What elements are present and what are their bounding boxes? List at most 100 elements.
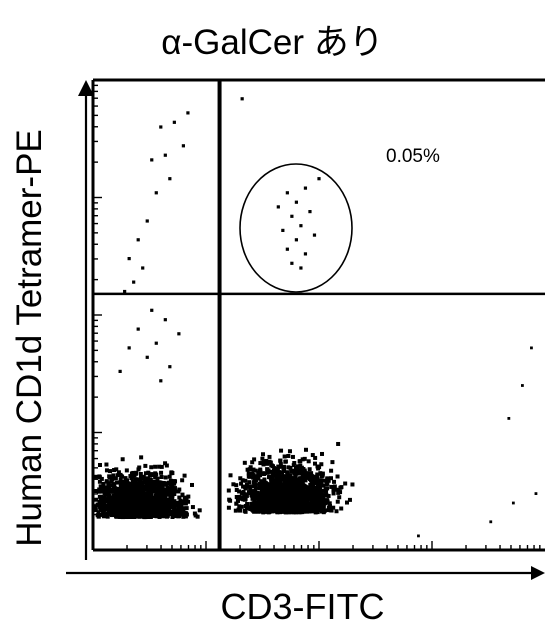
data-point	[319, 462, 324, 467]
data-point	[101, 511, 106, 516]
data-point	[283, 459, 288, 464]
data-point	[150, 500, 155, 505]
data-point	[148, 514, 153, 519]
data-point	[332, 484, 337, 489]
data-point	[289, 476, 294, 481]
data-point	[96, 514, 101, 519]
data-point	[181, 144, 185, 148]
data-point	[331, 505, 336, 510]
data-point	[511, 501, 515, 505]
data-point	[162, 499, 167, 504]
data-point	[294, 468, 299, 473]
data-point	[140, 496, 145, 501]
data-point	[231, 482, 236, 487]
data-point	[131, 483, 136, 488]
data-point	[139, 455, 144, 460]
data-point	[93, 504, 98, 509]
data-point	[292, 485, 297, 490]
data-point	[149, 472, 154, 477]
data-point	[264, 458, 269, 463]
data-point	[180, 478, 185, 483]
data-point	[115, 473, 120, 478]
data-point	[135, 477, 140, 482]
data-point	[278, 464, 283, 469]
data-point	[299, 471, 304, 476]
data-point	[329, 508, 334, 513]
data-point	[169, 499, 174, 504]
data-point	[130, 492, 135, 497]
data-point	[132, 280, 136, 284]
data-point	[112, 502, 117, 507]
data-point	[177, 495, 182, 500]
data-point	[136, 467, 141, 472]
data-point	[294, 496, 299, 501]
data-point	[304, 499, 309, 504]
data-point	[266, 482, 271, 487]
data-point	[294, 238, 298, 242]
data-point	[161, 487, 166, 492]
data-point	[275, 476, 280, 481]
data-point	[300, 482, 305, 487]
data-point	[116, 486, 121, 491]
data-point	[251, 489, 256, 494]
data-point	[160, 501, 165, 506]
data-point	[275, 480, 280, 485]
data-point	[247, 474, 252, 479]
data-point	[124, 515, 129, 520]
data-point	[109, 477, 114, 482]
data-point	[172, 481, 177, 486]
data-point	[107, 504, 112, 509]
data-point	[148, 481, 153, 486]
data-point	[145, 497, 150, 502]
axes	[66, 80, 545, 580]
data-point	[249, 493, 254, 498]
data-point	[288, 478, 293, 483]
data-point	[308, 488, 313, 493]
data-point	[265, 501, 270, 506]
data-point	[101, 503, 106, 508]
data-point	[287, 449, 292, 454]
data-point	[279, 448, 284, 453]
data-point	[350, 482, 355, 487]
data-point	[304, 493, 309, 498]
data-point	[285, 470, 290, 475]
data-point	[120, 493, 125, 498]
data-point	[292, 469, 297, 474]
data-point	[329, 484, 334, 489]
data-point	[280, 474, 285, 479]
data-point	[417, 534, 420, 538]
data-point	[118, 369, 122, 373]
data-point	[104, 512, 109, 517]
data-point	[237, 489, 242, 494]
data-point	[267, 454, 272, 459]
data-point	[93, 474, 98, 479]
chart-title: α-GalCer あり	[161, 23, 384, 62]
data-point	[158, 486, 163, 491]
data-point	[127, 346, 131, 350]
data-point	[259, 496, 264, 501]
data-point	[160, 510, 165, 515]
data-point	[336, 441, 341, 446]
data-point	[171, 510, 176, 515]
data-point	[145, 219, 149, 223]
data-point	[278, 458, 283, 463]
data-point	[108, 469, 113, 474]
data-point	[102, 495, 107, 500]
data-point	[293, 498, 298, 503]
data-point	[183, 514, 188, 519]
data-point	[319, 505, 324, 510]
data-point	[104, 479, 109, 484]
data-point	[276, 492, 281, 497]
data-point	[294, 466, 299, 471]
data-point	[122, 502, 127, 507]
data-point	[274, 484, 279, 489]
data-point	[291, 480, 296, 485]
data-point	[143, 503, 148, 508]
data-point	[164, 503, 169, 508]
y-axis-label: Human CD1d Tetramer-PE	[10, 129, 49, 547]
data-point	[112, 486, 117, 491]
data-point	[278, 509, 283, 514]
data-point	[116, 505, 121, 510]
data-point	[252, 479, 257, 484]
data-point	[269, 505, 274, 510]
